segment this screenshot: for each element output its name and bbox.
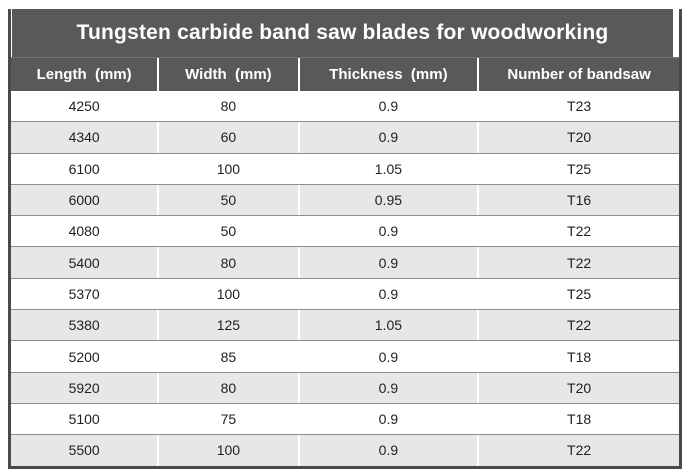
table-cell: 100: [157, 153, 297, 184]
table-cell: T22: [477, 435, 679, 466]
table-cell: 5380: [68, 317, 100, 334]
table-body: 4250 80 0.9 T23 4340 60 0.9 T20 6100 100 1.05 T25 60…: [11, 91, 679, 466]
table-cell: 0.9: [297, 91, 478, 122]
table-row: 4250 80 0.9 T23: [11, 91, 679, 122]
table-cell: T18: [477, 403, 679, 435]
table-row: 5370 100 0.9 T25: [11, 277, 679, 310]
table-cell: T22: [477, 310, 679, 341]
table-row: 5400 80 0.9 T22: [11, 246, 679, 278]
table-row: 5920 80 0.9 T20: [11, 371, 679, 403]
table-cell: 0.9: [297, 341, 478, 372]
column-header-width: Width (mm): [157, 58, 297, 91]
table-cell: 0.9: [297, 122, 478, 153]
table-cell: 6000: [68, 192, 100, 209]
table-cell: 5500: [68, 442, 100, 459]
table-row: 5500 100 0.9 T22: [11, 434, 679, 466]
table-cell: 1.05: [297, 310, 478, 341]
table-row: 5100 75 0.9 T18: [11, 402, 679, 435]
column-header-bandsaw: Number of bandsaw: [477, 58, 679, 91]
table-title: Tungsten carbide band saw blades for woo…: [12, 9, 673, 57]
table-cell: 0.9: [297, 278, 478, 310]
table-cell: 0.9: [297, 372, 478, 403]
table-cell: 0.95: [297, 184, 478, 216]
table-cell: 100: [157, 435, 297, 466]
table-row: 5200 85 0.9 T18: [11, 340, 679, 372]
table-cell: T20: [477, 122, 679, 153]
table-row: 6000 50 0.95 T16: [11, 183, 679, 216]
table-cell: T25: [477, 153, 679, 184]
table-cell: 0.9: [297, 435, 478, 466]
table-cell: 80: [157, 372, 297, 403]
table-cell: 60: [157, 122, 297, 153]
table-cell: 5400: [68, 254, 100, 271]
table-cell: T23: [477, 91, 679, 122]
table-cell: T22: [477, 247, 679, 278]
table-cell: T25: [477, 278, 679, 310]
table-header-row: Length (mm) Width (mm) Thickness (mm) Nu…: [11, 57, 679, 91]
table-cell: 50: [157, 216, 297, 247]
table-cell: 5100: [68, 411, 100, 428]
table-cell: 5920: [68, 379, 100, 396]
table-cell: 4250: [68, 98, 100, 115]
table-cell: 50: [157, 184, 297, 216]
table-cell: 5200: [68, 348, 100, 365]
table-cell: T16: [477, 184, 679, 216]
table-cell: 5370: [68, 285, 100, 302]
table-cell: 1.05: [297, 153, 478, 184]
table-cell: 6100: [68, 160, 100, 177]
table-cell: 75: [157, 403, 297, 435]
table-cell: 4340: [68, 129, 100, 146]
table-cell: 80: [157, 91, 297, 122]
table-row: 4340 60 0.9 T20: [11, 121, 679, 153]
column-header-length: Length (mm): [36, 66, 132, 83]
table-cell: 80: [157, 247, 297, 278]
table-row: 6100 100 1.05 T25: [11, 152, 679, 184]
table-cell: 125: [157, 310, 297, 341]
table-row: 4080 50 0.9 T22: [11, 215, 679, 247]
table-cell: 85: [157, 341, 297, 372]
table-cell: 0.9: [297, 247, 478, 278]
spec-table: Tungsten carbide band saw blades for woo…: [8, 9, 682, 469]
table-cell: T22: [477, 216, 679, 247]
table-cell: T20: [477, 372, 679, 403]
table-cell: 0.9: [297, 403, 478, 435]
table-cell: T18: [477, 341, 679, 372]
table-cell: 100: [157, 278, 297, 310]
table-cell: 4080: [68, 223, 100, 240]
table-cell: 0.9: [297, 216, 478, 247]
column-header-thickness: Thickness (mm): [297, 58, 478, 91]
table-row: 5380 125 1.05 T22: [11, 309, 679, 341]
